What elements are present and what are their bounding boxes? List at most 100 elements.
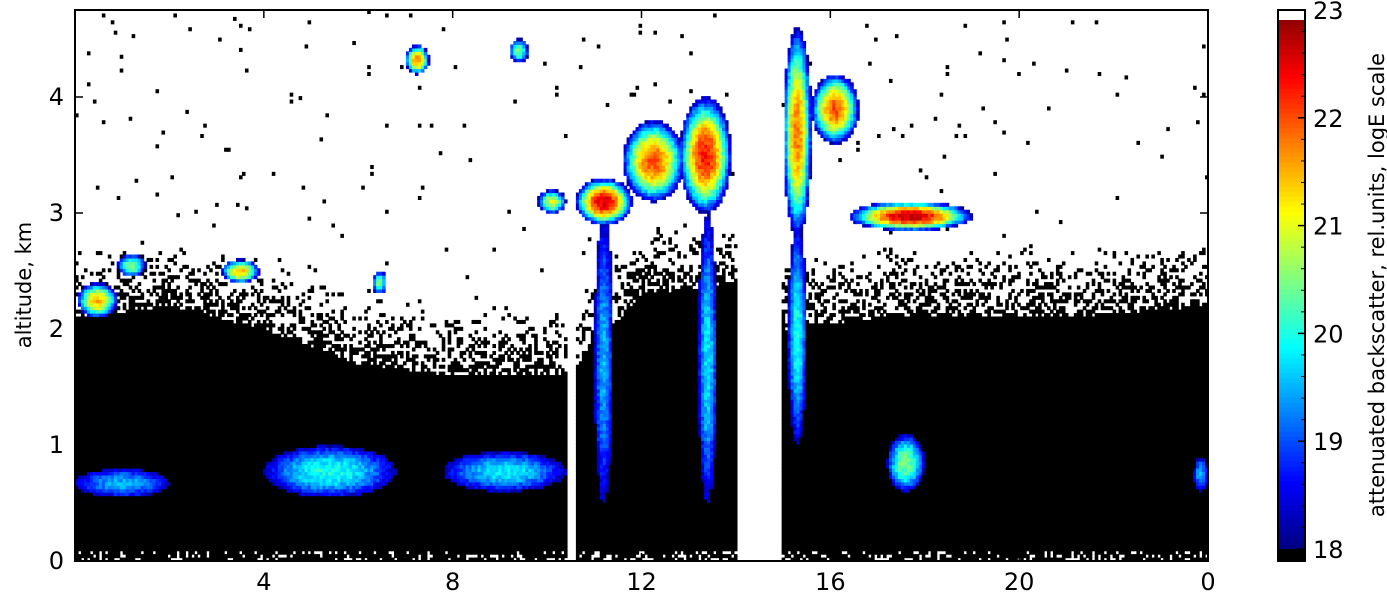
heatmap-cell	[167, 282, 172, 287]
heatmap-cell	[98, 478, 103, 483]
heatmap-cell	[89, 457, 94, 462]
heatmap-cell	[116, 443, 121, 448]
heatmap-cell	[80, 481, 85, 486]
heatmap-cell	[101, 319, 106, 324]
heatmap-cell	[86, 423, 91, 428]
heatmap-cell	[104, 368, 109, 373]
heatmap-cell	[107, 540, 112, 545]
heatmap-cell	[92, 412, 97, 417]
heatmap-cell	[107, 416, 112, 421]
heatmap-cell	[218, 264, 222, 269]
heatmap-cell	[125, 257, 130, 262]
heatmap-cell	[86, 388, 91, 393]
heatmap-cell	[89, 557, 94, 562]
heatmap-cell	[131, 306, 136, 311]
heatmap-cell	[83, 488, 88, 493]
heatmap-cell	[75, 495, 79, 500]
heatmap-cell	[128, 361, 133, 366]
heatmap-cell	[107, 392, 112, 397]
heatmap-cell	[75, 550, 79, 555]
heatmap-cell	[95, 402, 100, 407]
heatmap-cell	[86, 437, 91, 442]
heatmap-cell	[98, 454, 103, 459]
heatmap-cell	[107, 357, 112, 362]
heatmap-cell	[110, 344, 115, 349]
heatmap-cell	[241, 257, 246, 262]
heatmap-cell	[92, 464, 97, 469]
heatmap-cell	[83, 523, 88, 528]
heatmap-cell	[119, 509, 124, 514]
heatmap-cell	[113, 406, 118, 411]
heatmap-cell	[98, 392, 103, 397]
heatmap-cell	[95, 319, 100, 324]
heatmap-cell	[116, 333, 121, 338]
heatmap-cell	[173, 261, 177, 266]
heatmap-cell	[128, 495, 133, 500]
heatmap-cell	[110, 361, 115, 366]
heatmap-cell	[77, 536, 82, 541]
heatmap-cell	[98, 357, 103, 362]
heatmap-cell	[101, 354, 106, 359]
heatmap-cell	[128, 509, 133, 514]
heatmap-cell	[75, 275, 79, 280]
heatmap-cell	[110, 485, 115, 490]
heatmap-cell	[107, 485, 112, 490]
heatmap-cell	[104, 361, 109, 366]
heatmap-cell	[89, 282, 94, 287]
heatmap-cell	[80, 457, 85, 462]
heatmap-cell	[176, 299, 180, 304]
heatmap-cell	[95, 485, 100, 490]
heatmap-cell	[86, 309, 91, 314]
heatmap-cell	[122, 264, 127, 269]
heatmap-cell	[149, 292, 154, 297]
heatmap-cell	[92, 285, 97, 290]
heatmap-cell	[92, 516, 97, 521]
heatmap-cell	[125, 261, 130, 266]
heatmap-cell	[131, 275, 136, 280]
heatmap-cell	[107, 295, 112, 300]
heatmap-cell	[95, 519, 100, 524]
heatmap-cell	[98, 313, 103, 318]
heatmap-cell	[119, 406, 124, 411]
heatmap-cell	[107, 440, 112, 445]
heatmap-cell	[244, 316, 249, 321]
heatmap-cell	[86, 402, 91, 407]
heatmap-cell	[104, 381, 109, 386]
heatmap-cell	[83, 450, 88, 455]
heatmap-cell	[86, 492, 91, 497]
heatmap-cell	[75, 371, 79, 376]
heatmap-cell	[125, 402, 130, 407]
heatmap-cell	[128, 468, 133, 473]
heatmap-cell	[113, 371, 118, 376]
heatmap-cell	[119, 340, 124, 345]
heatmap-cell	[75, 368, 79, 373]
heatmap-cell	[244, 68, 249, 73]
heatmap-cell	[110, 354, 115, 359]
heatmap-cell	[122, 423, 127, 428]
heatmap-cell	[110, 402, 115, 407]
heatmap-cell	[86, 361, 91, 366]
heatmap-cell	[128, 323, 133, 328]
heatmap-cell	[89, 395, 94, 400]
heatmap-cell	[92, 468, 97, 473]
heatmap-cell	[104, 319, 109, 324]
heatmap-cell	[110, 526, 115, 531]
heatmap-cell	[185, 275, 189, 280]
heatmap-cell	[77, 316, 82, 321]
heatmap-cell	[86, 313, 91, 318]
heatmap-cell	[83, 533, 88, 538]
heatmap-cell	[155, 192, 160, 197]
heatmap-cell	[75, 292, 79, 297]
heatmap-cell	[256, 271, 261, 276]
heatmap-cell	[131, 502, 136, 507]
heatmap-cell	[83, 474, 88, 479]
heatmap-cell	[221, 306, 225, 311]
heatmap-cell	[80, 302, 85, 307]
heatmap-cell	[98, 409, 103, 414]
heatmap-cell	[104, 443, 109, 448]
heatmap-cell	[116, 375, 121, 380]
heatmap-cell	[113, 488, 118, 493]
heatmap-cell	[104, 447, 109, 452]
heatmap-cell	[140, 295, 145, 300]
heatmap-cell	[98, 519, 103, 524]
